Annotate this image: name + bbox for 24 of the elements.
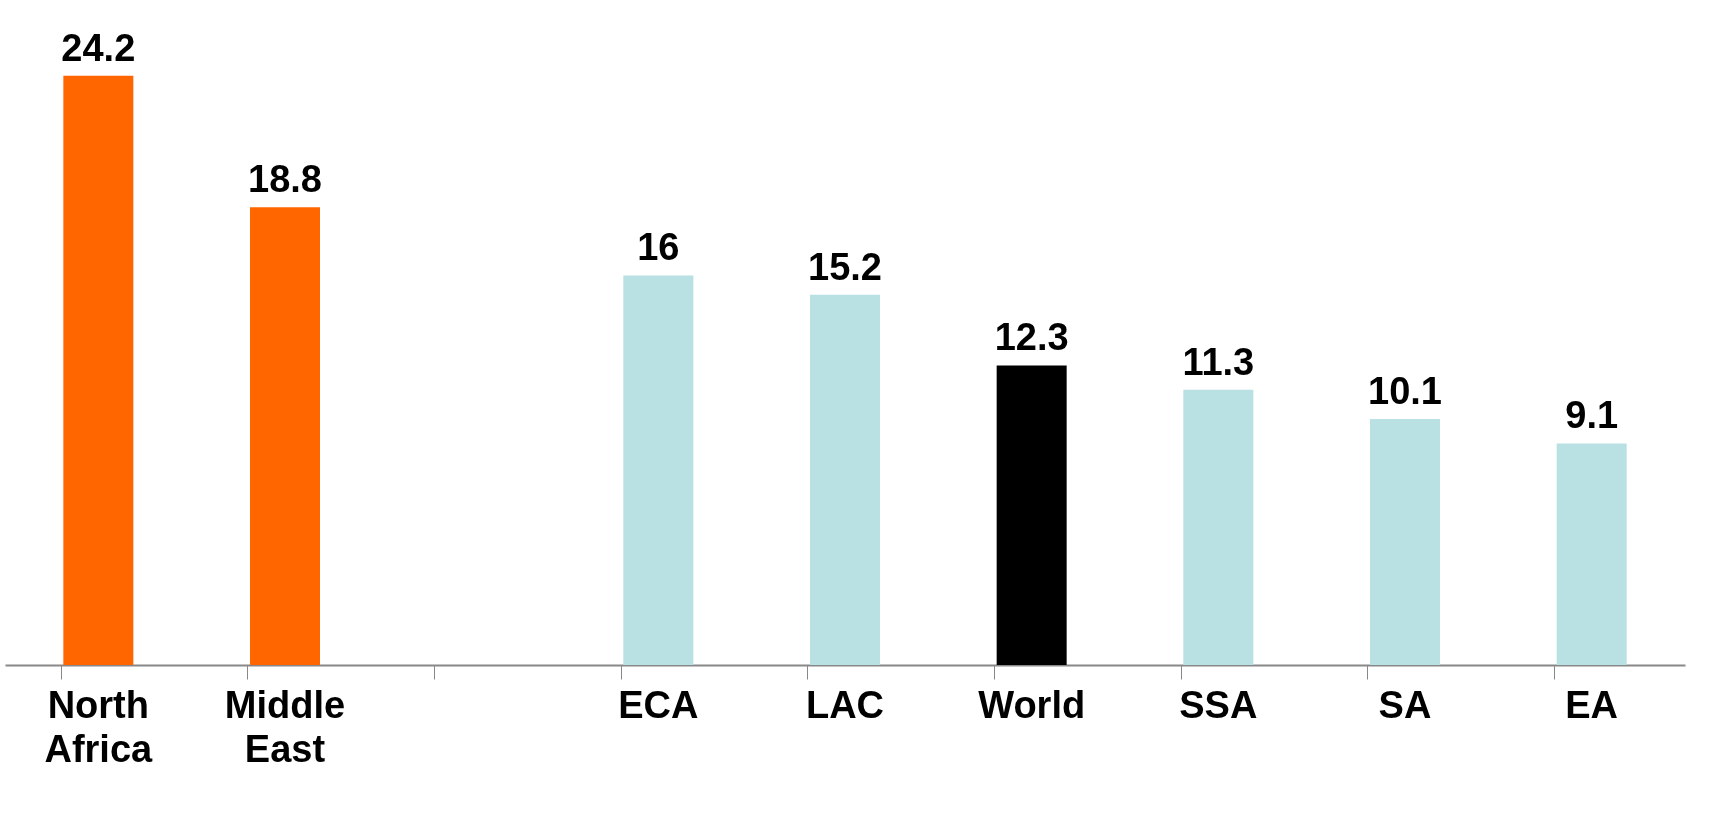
- bar: [1370, 419, 1440, 665]
- x-tick-label: EA: [1565, 683, 1619, 726]
- data-label: 9.1: [1565, 394, 1619, 437]
- bar: [63, 75, 134, 665]
- data-label: 16: [637, 226, 680, 269]
- data-label: 12.3: [994, 316, 1069, 359]
- x-tick-label: SA: [1378, 683, 1432, 726]
- x-tick-label: SSA: [1179, 683, 1258, 726]
- bar: [996, 365, 1067, 665]
- data-label: 18.8: [248, 158, 322, 201]
- x-tick-label: ECA: [618, 683, 699, 726]
- bar: [810, 294, 880, 665]
- x-tick-label: North Africa: [44, 683, 154, 770]
- bar: [1183, 389, 1254, 665]
- data-label: 11.3: [1182, 340, 1255, 383]
- data-label: 15.2: [808, 245, 882, 288]
- data-label: 10.1: [1368, 370, 1442, 413]
- x-tick-label: World: [978, 683, 1086, 726]
- data-label: 24.2: [61, 26, 136, 69]
- x-tick-label: Middle East: [224, 683, 346, 770]
- x-tick-label: LAC: [805, 683, 885, 726]
- bar: [1556, 443, 1627, 665]
- bar: [250, 207, 320, 665]
- bar: [623, 275, 694, 665]
